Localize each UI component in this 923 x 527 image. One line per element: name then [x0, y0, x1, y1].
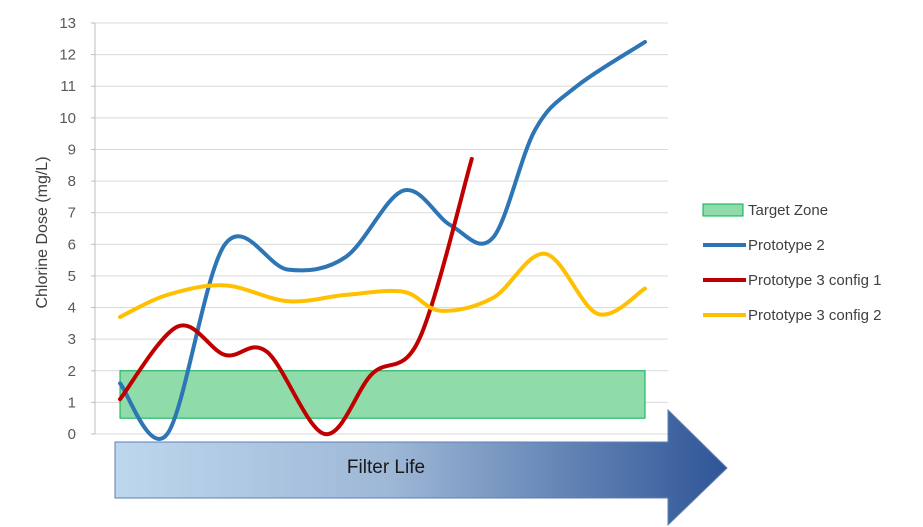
- y-tick-label: 4: [68, 300, 76, 317]
- legend-label-3: Prototype 3 config 2: [748, 307, 881, 324]
- legend-label-target-zone: Target Zone: [748, 202, 828, 219]
- y-tick-label: 7: [68, 205, 76, 222]
- y-tick-label: 0: [68, 426, 76, 443]
- legend-label-1: Prototype 2: [748, 237, 825, 254]
- y-tick-label: 2: [68, 363, 76, 380]
- series-lines: [118, 39, 647, 441]
- y-tick-label: 11: [60, 78, 76, 95]
- y-axis-label: Chlorine Dose (mg/L): [34, 156, 51, 308]
- arrow-label: Filter Life: [347, 457, 425, 478]
- y-tick-label: 13: [59, 15, 76, 32]
- filter-life-arrow: Filter Life: [114, 408, 728, 527]
- y-tick-label: 9: [68, 141, 76, 158]
- series-line-2: [118, 156, 474, 437]
- y-tick-label: 5: [68, 268, 76, 285]
- target-zone-rect: [119, 370, 646, 419]
- gridlines: [95, 22, 668, 435]
- legend-swatch-target-zone: [702, 203, 744, 217]
- y-tick-label: 1: [68, 394, 76, 411]
- y-tick-label: 10: [59, 110, 76, 127]
- legend: Target Zone Prototype 2 Prototype 3 config…: [702, 202, 881, 324]
- y-tick-label: 3: [68, 331, 76, 348]
- legend-label-2: Prototype 3 config 1: [748, 272, 881, 289]
- y-tick-label: 6: [68, 236, 76, 253]
- y-tick-label: 8: [68, 173, 76, 190]
- y-tick-label: 12: [59, 47, 76, 64]
- series-line-3: [118, 251, 647, 320]
- series-line-1: [118, 39, 647, 441]
